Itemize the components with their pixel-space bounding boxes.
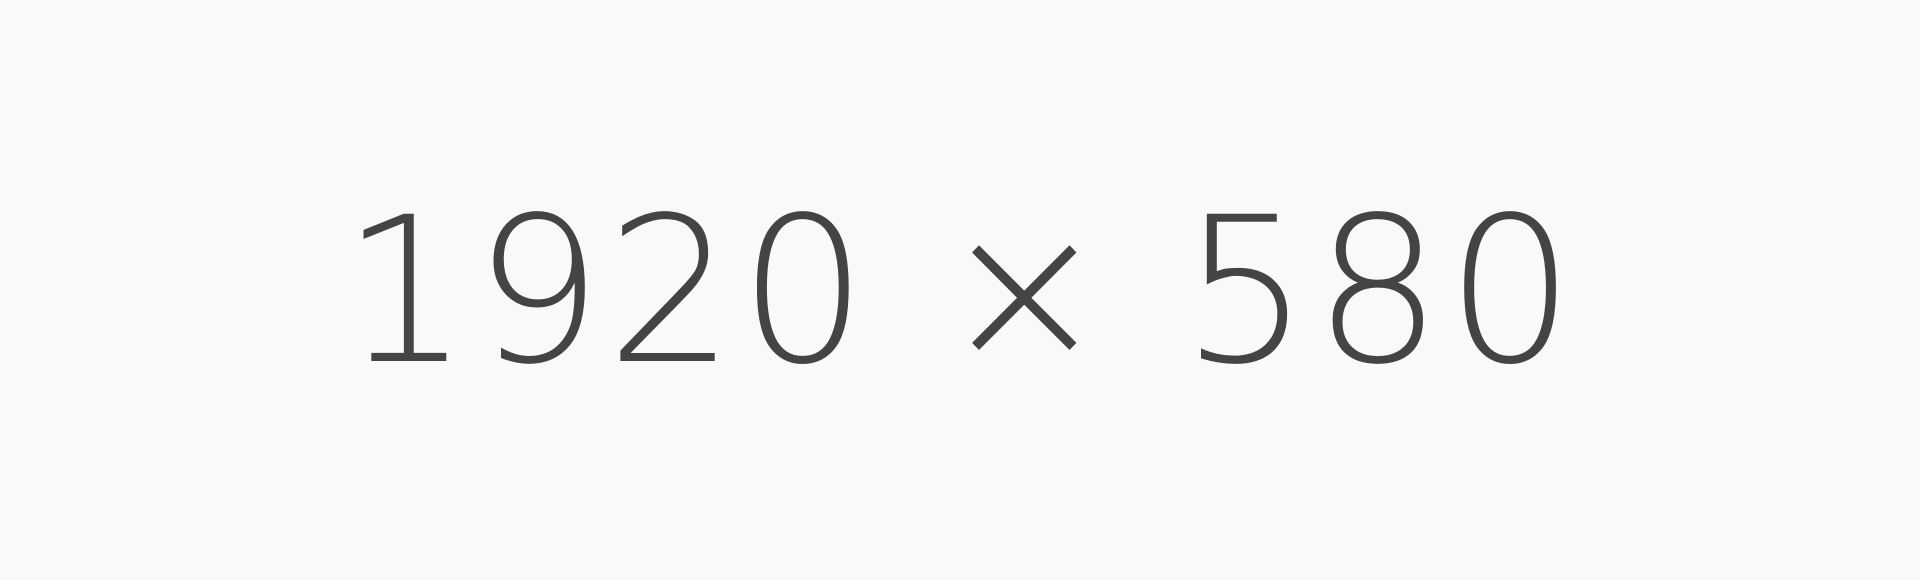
dimensions-label: 1920 × 580 [341,173,1579,409]
